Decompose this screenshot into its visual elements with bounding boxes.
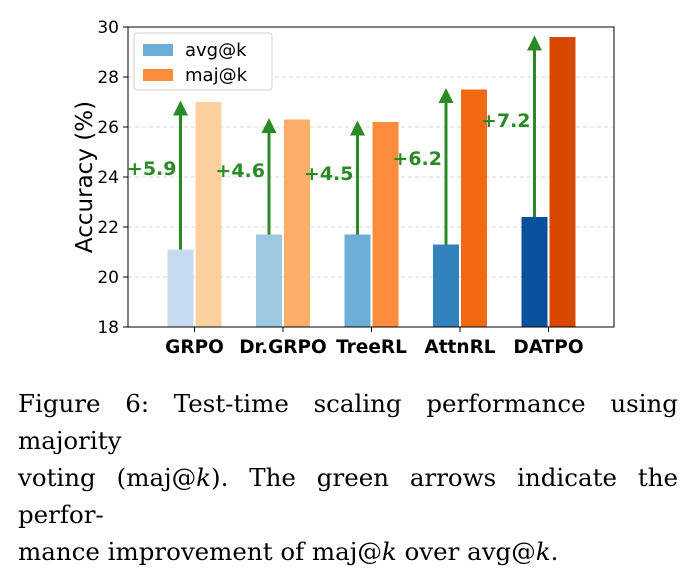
x-tick-label: TreeRL bbox=[336, 337, 407, 358]
bar-chart: 18 20 22 24 26 28 30 +5.9 GRPO +4.6 Dr.GRPO +4.5 Tre… bbox=[72, 18, 615, 358]
improvement-label: +7.2 bbox=[481, 110, 531, 132]
bar-avg-grpo bbox=[167, 249, 194, 327]
legend-label: maj@k bbox=[185, 65, 248, 86]
y-tick-label: 24 bbox=[97, 168, 119, 188]
bar-maj-grpo bbox=[195, 102, 222, 327]
plot-frame bbox=[127, 26, 615, 328]
bar-avg-attnrl bbox=[433, 244, 459, 327]
caption-line-3: mance improvement of maj@k over avg@k. bbox=[18, 537, 559, 566]
bar-avg-treerl bbox=[344, 234, 371, 327]
y-tick-label: 22 bbox=[97, 218, 119, 238]
y-tick-label: 30 bbox=[97, 18, 119, 38]
y-tick-label: 26 bbox=[97, 118, 119, 138]
bar-maj-attnrl bbox=[461, 89, 487, 327]
legend-swatch bbox=[143, 69, 173, 81]
figure-caption: Figure 6: Test-time scaling performance … bbox=[18, 385, 678, 570]
improvement-label: +4.6 bbox=[215, 160, 265, 182]
legend-swatch bbox=[143, 44, 173, 56]
x-tick-label: Dr.GRPO bbox=[239, 337, 327, 358]
bar-maj-treerl bbox=[372, 122, 399, 327]
improvement-label: +5.9 bbox=[127, 158, 177, 180]
y-tick-label: 20 bbox=[97, 268, 119, 288]
bar-avg-drgrpo bbox=[256, 234, 282, 327]
y-tick-label: 28 bbox=[97, 68, 119, 88]
y-axis-label: Accuracy (%) bbox=[72, 101, 98, 253]
bar-avg-datpo bbox=[521, 217, 548, 327]
improvement-label: +6.2 bbox=[392, 148, 442, 170]
improvement-label: +4.5 bbox=[304, 163, 354, 185]
caption-line-1: Figure 6: Test-time scaling performance … bbox=[18, 389, 678, 455]
x-tick-label: AttnRL bbox=[424, 337, 495, 358]
y-tick-label: 18 bbox=[97, 318, 119, 338]
caption-line-2: voting (maj@k). The green arrows indicat… bbox=[18, 463, 678, 529]
bar-maj-drgrpo bbox=[284, 119, 310, 327]
x-tick-label: DATPO bbox=[513, 337, 583, 358]
legend-label: avg@k bbox=[185, 40, 247, 61]
bar-maj-datpo bbox=[549, 37, 576, 327]
x-tick-label: GRPO bbox=[165, 337, 224, 358]
